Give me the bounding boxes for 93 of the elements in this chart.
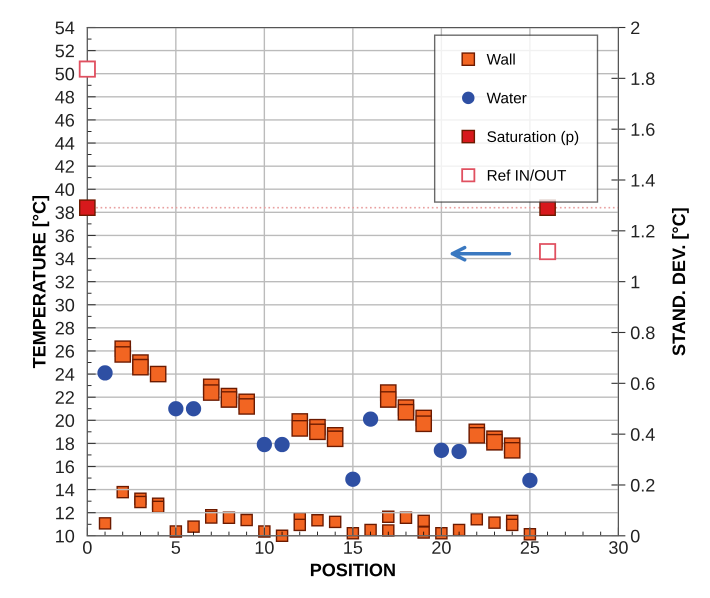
point bbox=[240, 514, 253, 526]
y-tick-label: 26 bbox=[56, 344, 74, 358]
x-tick-label: 10 bbox=[256, 541, 274, 554]
point bbox=[470, 513, 484, 526]
point bbox=[451, 444, 467, 460]
y2-tick-label: 1.8 bbox=[632, 72, 655, 86]
x-axis-title: POSITION bbox=[310, 564, 395, 576]
y2-tick-label: 0 bbox=[630, 530, 640, 543]
legend-label: Wall bbox=[486, 53, 515, 65]
y-tick-label: 52 bbox=[55, 44, 74, 58]
point bbox=[328, 516, 342, 528]
point bbox=[417, 514, 430, 528]
y2-tick-label: 0.6 bbox=[630, 377, 655, 390]
y-tick-label: 36 bbox=[55, 229, 74, 242]
point bbox=[309, 424, 326, 440]
point bbox=[364, 524, 377, 536]
point bbox=[134, 496, 147, 508]
legend-label: Water bbox=[486, 92, 527, 104]
point bbox=[78, 199, 96, 216]
point bbox=[311, 514, 324, 527]
point bbox=[486, 434, 503, 451]
point bbox=[97, 365, 113, 381]
point bbox=[276, 530, 288, 542]
y2-tick-label: 0.4 bbox=[630, 428, 655, 441]
point bbox=[238, 398, 255, 415]
x-tick-label: 0 bbox=[83, 541, 92, 554]
y-tick-label: 38 bbox=[55, 206, 74, 220]
x-tick-label: 25 bbox=[520, 541, 540, 554]
legend-label: Saturation (p) bbox=[487, 130, 578, 146]
point bbox=[132, 358, 149, 376]
point bbox=[114, 346, 132, 363]
point bbox=[417, 526, 430, 539]
y2-axis-title: STAND. DEV. [°C] bbox=[672, 208, 689, 356]
x-tick-label: 30 bbox=[609, 541, 628, 554]
y-tick-label: 28 bbox=[56, 322, 74, 335]
y-tick-label: 22 bbox=[56, 391, 74, 404]
point bbox=[522, 472, 538, 488]
y2-tick-label: 1 bbox=[632, 276, 640, 288]
y-tick-label: 14 bbox=[56, 484, 74, 496]
y-tick-label: 12 bbox=[56, 506, 74, 520]
y-tick-label: 32 bbox=[55, 276, 74, 288]
point bbox=[150, 366, 166, 382]
y-tick-label: 40 bbox=[55, 183, 74, 196]
point bbox=[504, 442, 521, 459]
x-tick-label: 5 bbox=[172, 541, 180, 554]
y2-tick-label: 1.6 bbox=[632, 123, 655, 136]
point bbox=[186, 401, 202, 416]
x-tick-label: 15 bbox=[344, 541, 362, 554]
x-tick-label: 20 bbox=[432, 541, 451, 554]
point bbox=[415, 415, 432, 432]
point bbox=[362, 411, 378, 427]
point bbox=[468, 426, 486, 444]
y2-tick-label: 0.8 bbox=[630, 326, 655, 340]
y-tick-label: 20 bbox=[56, 414, 74, 428]
point bbox=[220, 391, 238, 408]
legend-label: Ref IN/OUT bbox=[488, 170, 566, 181]
y2-tick-label: 0.2 bbox=[630, 478, 654, 492]
y-tick-label: 46 bbox=[55, 114, 74, 127]
y-axis-title: TEMPERATURE [°C] bbox=[32, 196, 50, 368]
y-tick-label: 44 bbox=[55, 137, 74, 150]
point bbox=[274, 436, 290, 452]
y-tick-label: 42 bbox=[55, 160, 74, 173]
point bbox=[488, 516, 501, 529]
y-tick-label: 10 bbox=[56, 530, 74, 543]
point bbox=[382, 524, 395, 537]
y-tick-label: 54 bbox=[55, 22, 74, 34]
y-tick-label: 50 bbox=[55, 68, 74, 80]
point bbox=[152, 500, 164, 514]
point bbox=[256, 436, 272, 452]
point bbox=[380, 391, 397, 408]
y-tick-label: 48 bbox=[55, 90, 74, 104]
point bbox=[78, 60, 96, 78]
y-tick-label: 30 bbox=[55, 298, 74, 312]
point bbox=[326, 430, 344, 448]
point bbox=[291, 420, 308, 437]
point bbox=[452, 524, 466, 536]
point bbox=[294, 518, 306, 532]
y-tick-label: 18 bbox=[56, 437, 74, 450]
point bbox=[345, 472, 361, 487]
point bbox=[434, 442, 450, 458]
point bbox=[98, 517, 112, 530]
y2-tick-label: 1.4 bbox=[632, 174, 655, 187]
y2-tick-label: 2 bbox=[631, 21, 640, 34]
point bbox=[539, 243, 556, 260]
y-tick-label: 34 bbox=[55, 252, 74, 266]
point bbox=[398, 404, 414, 421]
point bbox=[202, 384, 220, 401]
y-tick-label: 16 bbox=[56, 460, 74, 474]
point bbox=[187, 520, 200, 533]
y-tick-label: 24 bbox=[56, 368, 74, 381]
point bbox=[506, 518, 518, 532]
point bbox=[168, 401, 184, 416]
y2-tick-label: 1.2 bbox=[632, 224, 654, 238]
